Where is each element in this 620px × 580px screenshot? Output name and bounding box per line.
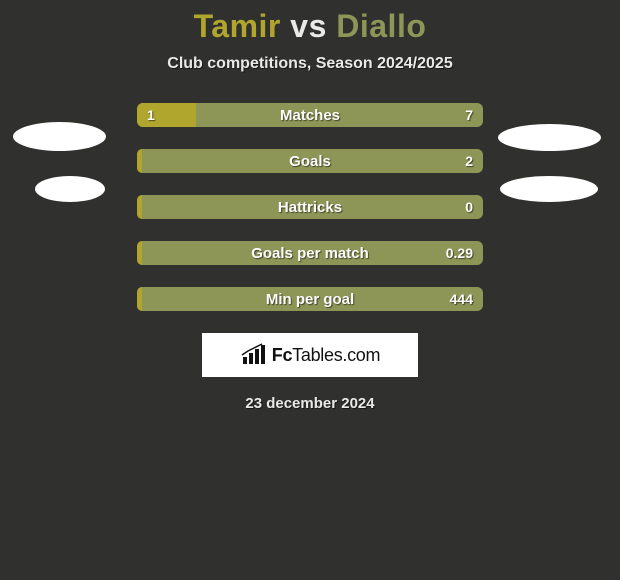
player2-name: Diallo	[336, 8, 426, 44]
stat-value-right: 0	[465, 195, 473, 219]
subtitle: Club competitions, Season 2024/2025	[0, 55, 620, 73]
stat-label: Hattricks	[137, 195, 483, 219]
decorative-ellipse-right	[498, 124, 601, 151]
comparison-title: Tamir vs Diallo	[0, 0, 620, 45]
player1-name: Tamir	[194, 8, 281, 44]
logo-rest: Tables	[292, 345, 342, 365]
stat-value-right: 0.29	[446, 241, 473, 265]
stat-value-right: 7	[465, 103, 473, 127]
stat-value-right: 2	[465, 149, 473, 173]
logo-bold: Fc	[272, 345, 292, 365]
stat-label: Goals	[137, 149, 483, 173]
stat-fill	[137, 103, 196, 127]
stat-label: Min per goal	[137, 287, 483, 311]
stat-fill	[137, 149, 142, 173]
stat-row: Goals2	[137, 149, 483, 173]
fctables-logo: FcTables.com	[202, 333, 418, 377]
stat-fill	[137, 241, 142, 265]
date-stamp: 23 december 2024	[0, 395, 620, 412]
decorative-ellipse-left	[13, 122, 106, 151]
stat-fill	[137, 287, 142, 311]
logo-suffix: .com	[342, 345, 380, 365]
stat-fill	[137, 195, 142, 219]
bar-chart-icon	[240, 343, 268, 367]
stat-value-right: 444	[450, 287, 473, 311]
stat-row: 1Matches7	[137, 103, 483, 127]
decorative-ellipse-left	[35, 176, 105, 202]
stat-row: Goals per match0.29	[137, 241, 483, 265]
logo-text: FcTables.com	[272, 345, 380, 366]
stat-row: Min per goal444	[137, 287, 483, 311]
vs-label: vs	[290, 8, 327, 44]
stat-row: Hattricks0	[137, 195, 483, 219]
decorative-ellipse-right	[500, 176, 598, 202]
stat-label: Goals per match	[137, 241, 483, 265]
